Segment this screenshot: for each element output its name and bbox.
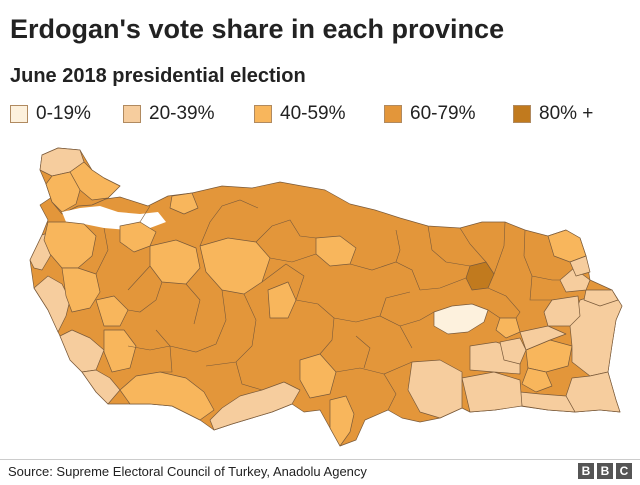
legend-item-20-39: 20-39% [123, 102, 215, 126]
bartin-province [169, 192, 199, 215]
bbc-logo-letter: B [597, 463, 613, 479]
balikesir-province [43, 221, 97, 269]
chart-title: Erdogan's vote share in each province [10, 14, 505, 44]
turkey-province-map [0, 130, 640, 460]
batman-province [499, 337, 527, 365]
bbc-logo-letter: C [616, 463, 632, 479]
legend-label-80-plus: 80% + [539, 103, 594, 124]
bbc-logo: B B C [578, 463, 632, 479]
legend-item-40-59: 40-59% [254, 102, 346, 126]
izmir-province [33, 275, 71, 333]
legend-label-0-19: 0-19% [36, 103, 91, 124]
legend-label-20-39: 20-39% [149, 103, 215, 124]
hakkari-province [565, 371, 621, 413]
legend-label-60-79: 60-79% [410, 103, 476, 124]
legend-swatch-40-59 [254, 105, 272, 123]
agri-province [543, 295, 581, 327]
turkey-map-svg [29, 147, 623, 447]
aydin-province [59, 329, 105, 373]
footer-divider [0, 459, 640, 460]
source-note: Source: Supreme Electoral Council of Tur… [8, 464, 367, 479]
legend-swatch-20-39 [123, 105, 141, 123]
usak-province [95, 295, 129, 327]
province-borders [95, 199, 560, 411]
sanliurfa-province [407, 359, 463, 419]
kars-province [559, 267, 591, 293]
bbc-logo-letter: B [578, 463, 594, 479]
legend-swatch-80-plus [513, 105, 531, 123]
siirt-province [521, 367, 553, 393]
mus-province [519, 325, 567, 351]
tekirdag-province [45, 171, 81, 213]
kirikkale-province [267, 281, 297, 319]
igdir-province [583, 289, 619, 307]
legend-item-0-19: 0-19% [10, 102, 91, 126]
denizli-province [103, 329, 137, 373]
legend-label-40-59: 40-59% [280, 103, 346, 124]
legend-item-60-79: 60-79% [384, 102, 476, 126]
mardin-province [461, 371, 523, 413]
legend-item-80-plus: 80% + [513, 102, 593, 126]
ardahan-province [569, 255, 591, 277]
tunceli-province [433, 303, 489, 335]
hatay-province [329, 395, 355, 447]
mersin-province [209, 381, 301, 431]
bingol-province [495, 317, 521, 339]
manisa-province [61, 267, 101, 313]
legend-swatch-0-19 [10, 105, 28, 123]
eskisehir-province [149, 239, 201, 285]
legend-swatch-60-79 [384, 105, 402, 123]
chart-subtitle: June 2018 presidential election [10, 65, 306, 87]
antalya-province [119, 371, 215, 421]
